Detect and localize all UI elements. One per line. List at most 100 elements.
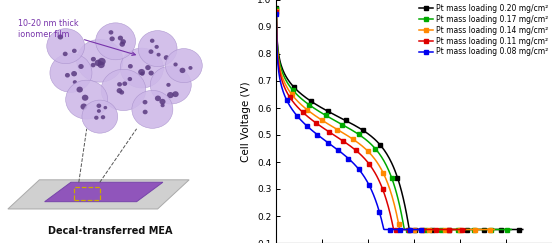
Pt mass loading 0.20 mg/cm²	[497, 228, 504, 231]
Circle shape	[138, 69, 145, 75]
Pt mass loading 0.20 mg/cm²	[406, 228, 413, 231]
Pt mass loading 0.11 mg/cm²	[385, 205, 391, 208]
Pt mass loading 0.20 mg/cm²	[274, 38, 280, 41]
Text: 10-20 nm thick
ionomer film: 10-20 nm thick ionomer film	[18, 19, 135, 55]
Circle shape	[72, 49, 77, 53]
Circle shape	[57, 35, 63, 40]
Circle shape	[157, 53, 161, 57]
Circle shape	[95, 60, 102, 66]
Circle shape	[77, 39, 123, 82]
Pt mass loading 0.08 mg/cm²	[381, 228, 388, 231]
Circle shape	[77, 87, 83, 93]
Circle shape	[82, 100, 118, 133]
Pt mass loading 0.17 mg/cm²	[413, 228, 420, 231]
Circle shape	[120, 39, 126, 44]
Circle shape	[119, 90, 124, 95]
Circle shape	[117, 82, 122, 87]
Pt mass loading 0.17 mg/cm²	[401, 228, 408, 231]
Circle shape	[97, 109, 101, 113]
Pt mass loading 0.08 mg/cm²	[363, 178, 369, 181]
Circle shape	[91, 57, 96, 61]
Pt mass loading 0.08 mg/cm²	[273, 43, 280, 46]
Line: Pt mass loading 0.11 mg/cm²: Pt mass loading 0.11 mg/cm²	[274, 10, 468, 231]
Pt mass loading 0.08 mg/cm²	[360, 174, 367, 177]
Line: Pt mass loading 0.08 mg/cm²: Pt mass loading 0.08 mg/cm²	[274, 12, 425, 231]
Circle shape	[166, 49, 202, 83]
Pt mass loading 0.20 mg/cm²	[273, 7, 280, 9]
Polygon shape	[8, 180, 189, 209]
Pt mass loading 0.17 mg/cm²	[472, 228, 479, 231]
Circle shape	[95, 23, 136, 60]
Circle shape	[97, 104, 101, 108]
Pt mass loading 0.08 mg/cm²	[273, 13, 280, 16]
Pt mass loading 0.08 mg/cm²	[397, 228, 404, 231]
Circle shape	[109, 36, 115, 41]
Polygon shape	[45, 182, 163, 202]
Circle shape	[94, 116, 99, 120]
Line: Pt mass loading 0.14 mg/cm²: Pt mass loading 0.14 mg/cm²	[274, 9, 496, 231]
Line: Pt mass loading 0.17 mg/cm²: Pt mass loading 0.17 mg/cm²	[274, 8, 513, 231]
Circle shape	[164, 55, 169, 60]
Circle shape	[161, 104, 164, 107]
Circle shape	[101, 115, 105, 119]
Pt mass loading 0.17 mg/cm²	[274, 40, 280, 43]
Pt mass loading 0.14 mg/cm²	[274, 42, 280, 45]
Circle shape	[155, 95, 161, 101]
Pt mass loading 0.14 mg/cm²	[402, 228, 409, 231]
Circle shape	[118, 35, 123, 41]
Pt mass loading 0.20 mg/cm²	[519, 228, 526, 231]
Circle shape	[47, 29, 84, 64]
Circle shape	[128, 64, 133, 69]
Pt mass loading 0.17 mg/cm²	[273, 8, 280, 11]
Pt mass loading 0.14 mg/cm²	[471, 228, 477, 231]
Circle shape	[179, 68, 185, 73]
Circle shape	[123, 81, 127, 86]
Circle shape	[120, 48, 163, 88]
Circle shape	[66, 80, 108, 119]
Pt mass loading 0.14 mg/cm²	[404, 228, 410, 231]
Pt mass loading 0.20 mg/cm²	[420, 228, 426, 231]
Legend: Pt mass loading 0.20 mg/cm², Pt mass loading 0.17 mg/cm², Pt mass loading 0.14 m: Pt mass loading 0.20 mg/cm², Pt mass loa…	[418, 2, 550, 58]
Circle shape	[81, 104, 87, 110]
Circle shape	[128, 77, 132, 81]
Pt mass loading 0.11 mg/cm²	[389, 221, 395, 224]
Pt mass loading 0.14 mg/cm²	[273, 9, 280, 12]
Pt mass loading 0.17 mg/cm²	[413, 228, 420, 231]
Circle shape	[150, 39, 155, 43]
Line: Pt mass loading 0.20 mg/cm²: Pt mass loading 0.20 mg/cm²	[274, 6, 525, 231]
Circle shape	[71, 71, 77, 76]
Circle shape	[78, 64, 84, 69]
Circle shape	[148, 49, 153, 54]
Circle shape	[63, 52, 68, 56]
Pt mass loading 0.20 mg/cm²	[421, 228, 427, 231]
Pt mass loading 0.14 mg/cm²	[491, 228, 497, 231]
Circle shape	[142, 100, 147, 104]
Circle shape	[119, 42, 125, 47]
Circle shape	[140, 72, 145, 76]
Circle shape	[155, 45, 159, 49]
Pt mass loading 0.20 mg/cm²	[481, 228, 488, 231]
Pt mass loading 0.17 mg/cm²	[508, 228, 514, 231]
Circle shape	[145, 65, 151, 70]
Circle shape	[103, 106, 107, 109]
Circle shape	[73, 80, 77, 84]
Circle shape	[82, 95, 88, 101]
Circle shape	[172, 91, 179, 97]
Pt mass loading 0.14 mg/cm²	[407, 228, 413, 231]
Circle shape	[109, 30, 113, 35]
Y-axis label: Cell Voltage (V): Cell Voltage (V)	[241, 81, 251, 162]
Pt mass loading 0.17 mg/cm²	[418, 228, 424, 231]
Pt mass loading 0.17 mg/cm²	[487, 228, 493, 231]
Circle shape	[167, 92, 174, 98]
Pt mass loading 0.11 mg/cm²	[391, 228, 397, 231]
Circle shape	[98, 61, 105, 68]
Circle shape	[160, 99, 166, 104]
Circle shape	[132, 90, 173, 128]
Circle shape	[150, 66, 191, 104]
Circle shape	[98, 58, 105, 65]
Pt mass loading 0.11 mg/cm²	[445, 228, 452, 231]
Pt mass loading 0.08 mg/cm²	[420, 228, 426, 231]
Circle shape	[101, 69, 146, 111]
Circle shape	[166, 83, 171, 87]
Bar	[73, 187, 100, 200]
